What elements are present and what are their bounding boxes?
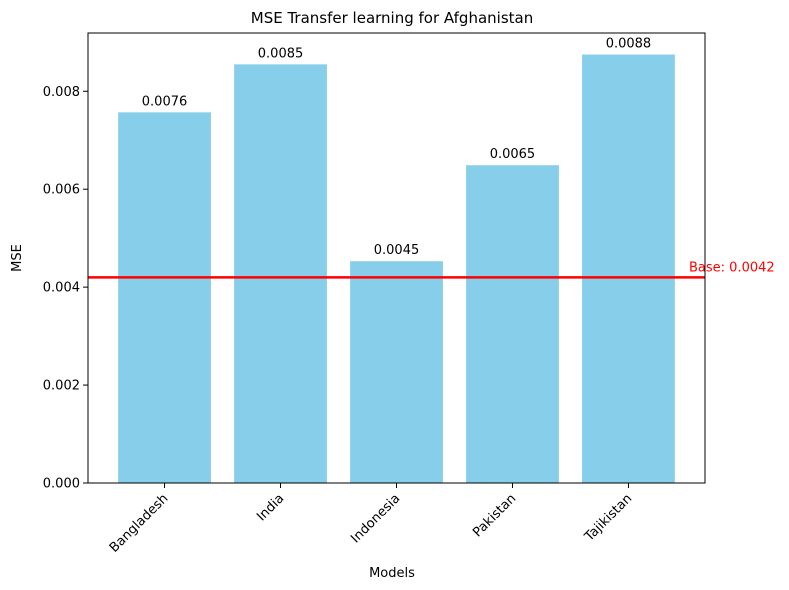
y-tick-label: 0.000	[43, 477, 80, 492]
y-tick-label: 0.006	[43, 183, 80, 198]
x-tick-label-indonesia: Indonesia	[348, 491, 403, 546]
x-axis: Bangladesh India Indonesia Pakistan Tajikist…	[107, 483, 635, 556]
data-label-india: 0.0085	[258, 46, 304, 61]
data-label-tajikistan: 0.0088	[606, 37, 652, 52]
bars-group	[118, 54, 675, 484]
x-tick-label-bangladesh: Bangladesh	[107, 491, 172, 556]
bar-india	[234, 64, 327, 483]
baseline-label: Base: 0.0042	[689, 260, 775, 275]
chart-title: MSE Transfer learning for Afghanistan	[251, 9, 533, 27]
y-tick-label: 0.002	[43, 379, 80, 394]
x-tick-label-tajikistan: Tajikistan	[581, 491, 635, 545]
plot-frame	[87, 32, 706, 484]
x-tick-label-india: India	[254, 491, 287, 524]
bar-indonesia	[350, 261, 443, 483]
bar-bangladesh	[118, 112, 211, 484]
y-tick-label: 0.008	[43, 85, 80, 100]
data-label-bangladesh: 0.0076	[142, 94, 188, 109]
data-label-indonesia: 0.0045	[374, 243, 420, 258]
value-labels-group: 0.0076 0.0085 0.0045 0.0065 0.0088	[142, 37, 651, 259]
data-label-pakistan: 0.0065	[490, 147, 536, 162]
x-axis-label: Models	[369, 566, 415, 581]
baseline-group: Base: 0.0042	[88, 260, 775, 279]
bar-tajikistan	[582, 54, 675, 483]
y-axis: 0.000 0.002 0.004 0.006 0.008	[43, 85, 88, 492]
x-tick-label-pakistan: Pakistan	[470, 491, 519, 540]
bar-pakistan	[466, 165, 559, 483]
y-tick-label: 0.004	[43, 281, 80, 296]
y-axis-label: MSE	[10, 244, 25, 272]
